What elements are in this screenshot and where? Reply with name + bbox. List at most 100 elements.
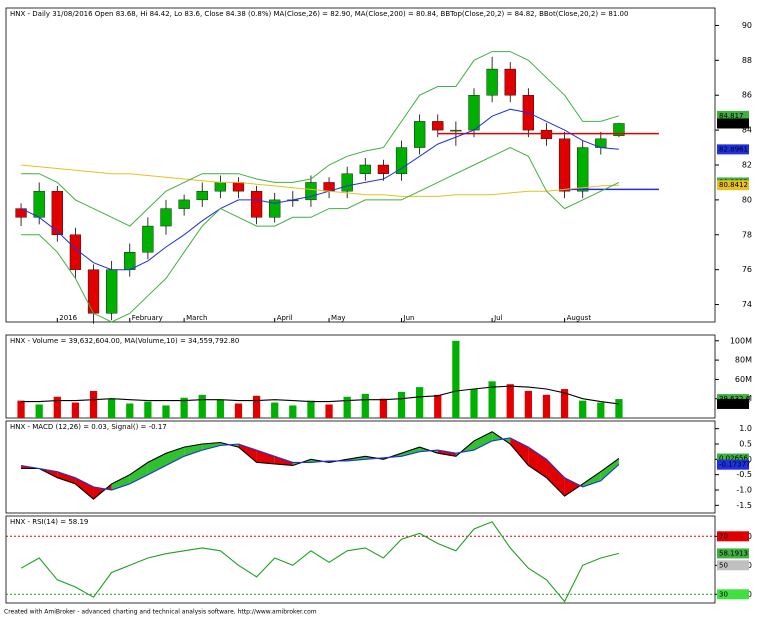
value-tag bbox=[717, 589, 749, 600]
volume-bar bbox=[452, 340, 460, 418]
macd-fill bbox=[474, 431, 493, 451]
value-tag-label: 34,559,7 bbox=[719, 400, 750, 408]
volume-bar bbox=[216, 399, 224, 418]
value-tag bbox=[717, 110, 749, 121]
y-tick-label: 82 bbox=[742, 161, 752, 170]
y-tick-label: 80M bbox=[735, 356, 752, 365]
series-line bbox=[20, 108, 619, 271]
value-tag-label: -0.17377 bbox=[719, 461, 750, 469]
volume-bar bbox=[162, 405, 170, 418]
pane-title: HNX - Volume = 39,632,604.00, MA(Volume,… bbox=[10, 337, 239, 345]
volume-bar bbox=[361, 393, 369, 418]
volume-bar bbox=[542, 394, 551, 418]
candle-body bbox=[341, 173, 353, 192]
volume-bar bbox=[307, 400, 315, 418]
candle-body bbox=[160, 208, 172, 227]
value-tag bbox=[717, 453, 749, 464]
series-line bbox=[21, 51, 620, 227]
candle-body bbox=[359, 164, 371, 174]
value-tag-label: 84.38 bbox=[719, 119, 739, 127]
candle-body bbox=[377, 164, 390, 174]
candle-body bbox=[305, 182, 317, 201]
candle-body bbox=[232, 182, 245, 192]
candle-body bbox=[450, 129, 462, 132]
y-tick-label: 90 bbox=[742, 21, 752, 30]
y-tick-label: 60M bbox=[735, 375, 752, 384]
macd-fill bbox=[274, 456, 293, 466]
y-tick-label: 78 bbox=[742, 230, 752, 239]
footer: Created with AmiBroker - advanced charti… bbox=[4, 609, 317, 616]
volume-bar bbox=[506, 384, 514, 418]
value-tag-label: 84.817 bbox=[719, 112, 744, 120]
candle-body bbox=[468, 95, 480, 131]
macd-fill bbox=[528, 447, 547, 478]
volume-bar bbox=[560, 389, 569, 418]
x-tick-label: February bbox=[132, 314, 163, 322]
macd-fill bbox=[437, 450, 456, 457]
value-tag bbox=[717, 398, 749, 409]
macd-fill bbox=[129, 462, 148, 484]
series-line bbox=[21, 437, 620, 491]
candle-body bbox=[250, 190, 263, 218]
macd-fill bbox=[582, 471, 601, 487]
pane bbox=[5, 334, 716, 419]
y-tick-label: 0.5 bbox=[739, 440, 752, 449]
candle-body bbox=[33, 190, 45, 218]
volume-bar bbox=[397, 391, 406, 418]
value-tag-label: 0.02656 bbox=[719, 455, 748, 463]
x-tick-label: Jun bbox=[403, 314, 415, 322]
volume-bar bbox=[71, 402, 80, 418]
macd-fill bbox=[564, 477, 583, 497]
value-tag bbox=[717, 459, 749, 470]
pane bbox=[5, 515, 716, 604]
y-tick-label: 76 bbox=[742, 265, 752, 274]
value-tag-label: 70 bbox=[719, 532, 728, 540]
y-tick-label: 1.0 bbox=[739, 424, 752, 433]
volume-bar bbox=[252, 395, 261, 418]
y-tick-label: 84 bbox=[742, 126, 752, 135]
candle-body bbox=[486, 68, 498, 96]
series-line bbox=[21, 164, 619, 197]
series-line bbox=[20, 521, 620, 603]
y-tick-label: 86 bbox=[742, 91, 752, 100]
value-tag bbox=[717, 548, 749, 559]
volume-bar bbox=[271, 402, 279, 418]
volume-bar bbox=[416, 387, 424, 418]
value-tag bbox=[717, 118, 749, 129]
pane bbox=[5, 420, 716, 514]
y-tick-label: -1.5 bbox=[736, 501, 752, 510]
volume-bar bbox=[488, 381, 496, 418]
volume-bar bbox=[89, 390, 98, 418]
candle-body bbox=[395, 147, 408, 174]
candle-body bbox=[51, 190, 63, 235]
y-tick-label: 100M bbox=[730, 336, 752, 345]
value-tag bbox=[717, 180, 749, 191]
value-tag-label: 30 bbox=[719, 590, 728, 598]
volume-bar bbox=[325, 404, 333, 418]
value-tag-label: 58.1913 bbox=[719, 549, 748, 557]
volume-bar bbox=[579, 400, 587, 418]
value-tag-label: 50 bbox=[719, 561, 728, 569]
macd-fill bbox=[510, 437, 529, 466]
volume-bar bbox=[53, 396, 61, 418]
y-tick-label: -1.0 bbox=[736, 486, 752, 495]
candle-body bbox=[540, 129, 553, 140]
candle-body bbox=[613, 123, 625, 136]
x-tick-label: May bbox=[331, 314, 345, 322]
volume-bar bbox=[289, 405, 297, 418]
volume-bar bbox=[108, 398, 116, 418]
x-tick-label: March bbox=[186, 314, 207, 322]
volume-bar bbox=[524, 390, 532, 418]
volume-bar bbox=[615, 399, 623, 418]
candle-body bbox=[124, 252, 136, 270]
candle-body bbox=[269, 199, 281, 218]
candle-body bbox=[69, 234, 82, 270]
x-tick-label: 2016 bbox=[59, 314, 77, 322]
macd-fill bbox=[202, 442, 221, 451]
macd-fill bbox=[184, 444, 203, 457]
series-line bbox=[21, 431, 620, 500]
volume-bar bbox=[35, 404, 43, 418]
value-tag bbox=[717, 144, 749, 155]
candle-body bbox=[178, 199, 190, 209]
